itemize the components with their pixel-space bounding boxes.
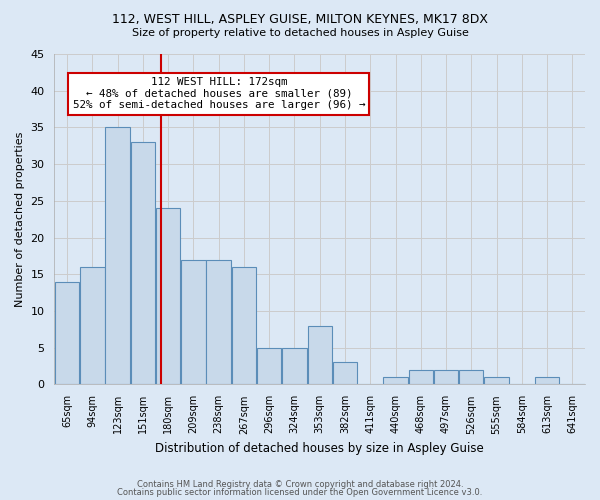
Bar: [434, 370, 458, 384]
Bar: [181, 260, 206, 384]
X-axis label: Distribution of detached houses by size in Aspley Guise: Distribution of detached houses by size …: [155, 442, 484, 455]
Bar: [156, 208, 180, 384]
Text: Contains HM Land Registry data © Crown copyright and database right 2024.: Contains HM Land Registry data © Crown c…: [137, 480, 463, 489]
Bar: [106, 128, 130, 384]
Bar: [484, 377, 509, 384]
Text: Size of property relative to detached houses in Aspley Guise: Size of property relative to detached ho…: [131, 28, 469, 38]
Bar: [535, 377, 559, 384]
Text: 112 WEST HILL: 172sqm
← 48% of detached houses are smaller (89)
52% of semi-deta: 112 WEST HILL: 172sqm ← 48% of detached …: [73, 77, 365, 110]
Bar: [282, 348, 307, 385]
Bar: [308, 326, 332, 384]
Bar: [459, 370, 484, 384]
Bar: [409, 370, 433, 384]
Bar: [55, 282, 79, 385]
Text: 112, WEST HILL, ASPLEY GUISE, MILTON KEYNES, MK17 8DX: 112, WEST HILL, ASPLEY GUISE, MILTON KEY…: [112, 12, 488, 26]
Text: Contains public sector information licensed under the Open Government Licence v3: Contains public sector information licen…: [118, 488, 482, 497]
Y-axis label: Number of detached properties: Number of detached properties: [15, 132, 25, 307]
Bar: [333, 362, 357, 384]
Bar: [131, 142, 155, 384]
Bar: [206, 260, 231, 384]
Bar: [80, 267, 104, 384]
Bar: [383, 377, 407, 384]
Bar: [232, 267, 256, 384]
Bar: [257, 348, 281, 385]
